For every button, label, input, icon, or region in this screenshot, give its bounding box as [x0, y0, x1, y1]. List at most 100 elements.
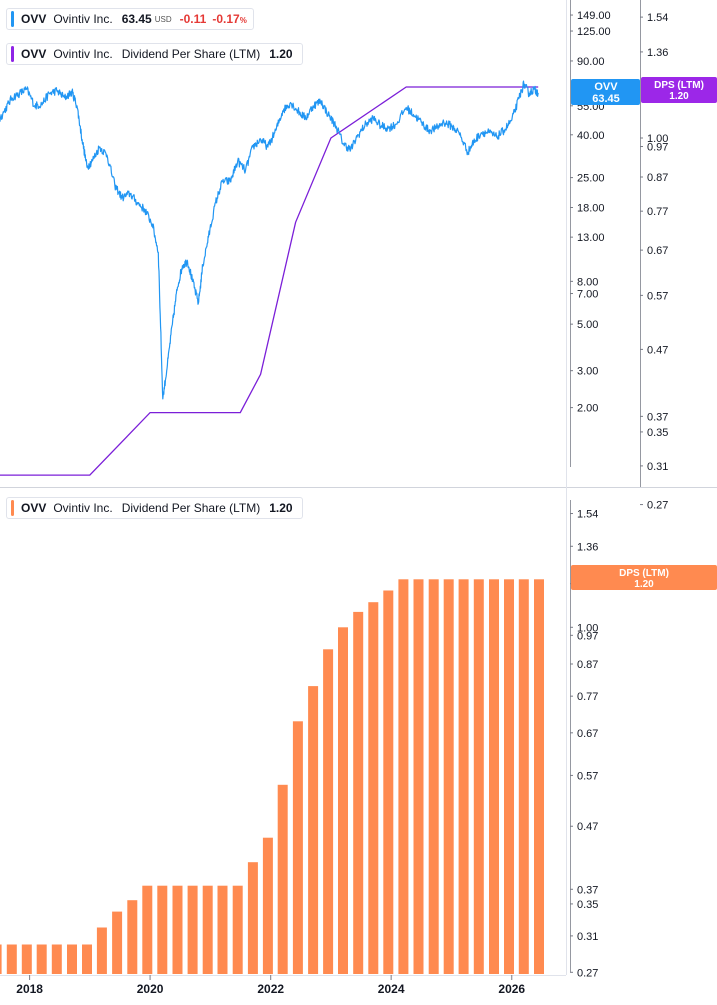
- legend-metric: Dividend Per Share (LTM): [121, 47, 261, 61]
- price-tick-label: 2.00: [577, 403, 598, 415]
- price-series-line: [0, 80, 539, 400]
- dps-bar: [473, 579, 484, 974]
- dps-bar: [67, 944, 77, 974]
- dps-line-layer: [0, 86, 539, 476]
- dps-bar: [353, 611, 364, 974]
- dps-bar: [443, 579, 454, 974]
- bar-tick-label: 0.77: [577, 691, 598, 703]
- dps-bar: [277, 784, 288, 974]
- dps-tick-label: 0.97: [647, 142, 668, 154]
- bar-tick-label: 0.97: [577, 630, 598, 642]
- dps-bar: [504, 579, 514, 974]
- separators: [0, 0, 717, 976]
- dps-bar: [172, 885, 183, 974]
- dps-bar: [383, 590, 394, 974]
- price-tick-label: 90.00: [577, 56, 605, 68]
- price-badge-symbol: OVV: [594, 81, 618, 93]
- legend-symbol: OVV: [21, 47, 47, 61]
- bar-tick-label: 0.87: [577, 659, 598, 671]
- price-tick-label: 125.00: [577, 26, 611, 38]
- dps-bar: [323, 649, 334, 974]
- dps-tick-label: 0.57: [647, 290, 668, 302]
- bar-tick-label: 1.00: [577, 622, 598, 634]
- bar-tick-label: 0.27: [577, 967, 598, 979]
- legend-dps-bars[interactable]: OVV Ovintiv Inc. Dividend Per Share (LTM…: [6, 497, 303, 519]
- price-tick-label: 5.00: [577, 319, 598, 331]
- dps-bar: [112, 911, 123, 974]
- legend-value: 1.20: [269, 501, 293, 515]
- price-tick-label: 25.00: [577, 173, 605, 185]
- legend-color-swatch: [11, 11, 14, 27]
- bar-tick-label: 0.67: [577, 728, 598, 740]
- dps-bar: [368, 602, 379, 974]
- dps-bar-badge-label: DPS (LTM): [619, 568, 669, 579]
- legend-symbol: OVV: [21, 12, 47, 26]
- legend-price[interactable]: OVV Ovintiv Inc. 63.45 USD -0.11 -0.17%: [6, 8, 254, 30]
- dps-bar: [534, 579, 544, 974]
- dps-bar: [292, 721, 303, 974]
- dps-bar: [127, 900, 138, 974]
- dps-bar-badge: [571, 565, 717, 590]
- dps-tick-label: 0.27: [647, 500, 668, 512]
- legend-value: 1.20: [269, 47, 293, 61]
- dps-bar: [82, 944, 92, 974]
- dps-tick-label: 1.54: [647, 12, 668, 24]
- x-tick-label: 2026: [498, 982, 525, 996]
- dps-bar: [157, 885, 168, 974]
- dps-bar: [247, 862, 258, 974]
- dps-series-line: [0, 86, 539, 476]
- dps-bar-layer: [0, 579, 544, 974]
- price-tick-label: 13.00: [577, 232, 605, 244]
- dps-bar: [458, 579, 469, 974]
- bar-tick-label: 0.35: [577, 899, 598, 911]
- dps-bar: [217, 885, 228, 974]
- dps-bar: [202, 885, 213, 974]
- bar-tick-label: 0.37: [577, 884, 598, 896]
- legend-name: Ovintiv Inc.: [53, 47, 113, 61]
- dps-tick-label: 1.36: [647, 47, 668, 59]
- dps-bar: [187, 885, 198, 974]
- bar-tick-label: 0.47: [577, 821, 598, 833]
- legend-dps[interactable]: OVV Ovintiv Inc. Dividend Per Share (LTM…: [6, 43, 303, 65]
- x-tick-label: 2018: [16, 982, 43, 996]
- price-tick-label: 3.00: [577, 366, 598, 378]
- dps-bar: [6, 944, 17, 974]
- price-badge-value: 63.45: [592, 93, 620, 105]
- dps-tick-label: 1.00: [647, 133, 668, 145]
- legend-currency: USD: [154, 14, 172, 24]
- legend-symbol: OVV: [21, 501, 47, 515]
- legend-price-value: 63.45: [121, 12, 152, 26]
- bar-tick-label: 1.36: [577, 541, 598, 553]
- dps-badge-value: 1.20: [669, 91, 689, 102]
- legend-color-swatch: [11, 46, 14, 62]
- dps-bar: [413, 579, 424, 974]
- dps-badge-label: DPS (LTM): [654, 80, 704, 91]
- dps-tick-label: 0.77: [647, 206, 668, 218]
- dps-tick-label: 0.87: [647, 172, 668, 184]
- x-tick-label: 2020: [137, 982, 164, 996]
- dps-bar: [51, 944, 62, 974]
- dps-bar: [96, 927, 107, 974]
- dps-tick-label: 0.47: [647, 344, 668, 356]
- dps-bar: [518, 579, 529, 974]
- price-tick-label: 149.00: [577, 10, 611, 22]
- price-tick-label: 40.00: [577, 130, 605, 142]
- dps-tick-label: 0.31: [647, 461, 668, 473]
- price-line-layer: [0, 80, 539, 400]
- legend-name: Ovintiv Inc.: [53, 501, 113, 515]
- x-tick-label: 2022: [257, 982, 284, 996]
- bar-tick-label: 0.31: [577, 931, 598, 943]
- dps-bar: [398, 579, 409, 974]
- legend-color-swatch: [11, 500, 14, 516]
- dps-tick-label: 0.35: [647, 427, 668, 439]
- dps-bar: [428, 579, 439, 974]
- dps-bar: [0, 944, 2, 974]
- dps-tick-label: 0.37: [647, 411, 668, 423]
- bar-tick-label: 0.57: [577, 770, 598, 782]
- price-tick-label: 7.00: [577, 289, 598, 301]
- price-badge: [571, 79, 640, 105]
- bar-tick-label: 1.54: [577, 509, 598, 521]
- x-tick-label: 2024: [378, 982, 405, 996]
